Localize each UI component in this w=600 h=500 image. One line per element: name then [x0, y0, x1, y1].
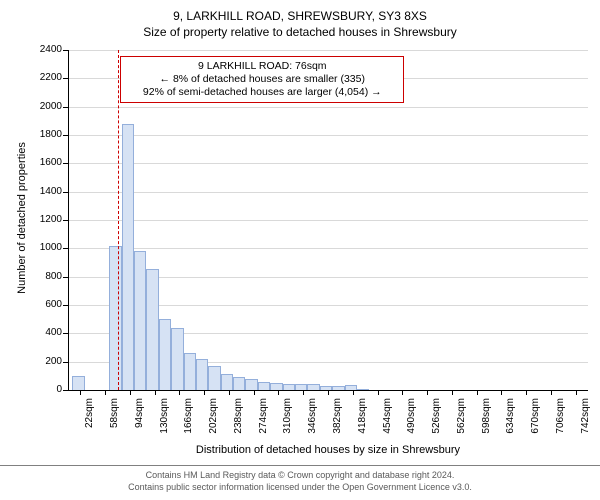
histogram-bar — [171, 328, 183, 390]
gridline — [68, 135, 588, 136]
x-tick-label: 562sqm — [456, 398, 467, 448]
x-tick-label: 634sqm — [505, 398, 516, 448]
x-tick-label: 598sqm — [481, 398, 492, 448]
x-tick — [353, 390, 354, 395]
attribution-line-1: Contains HM Land Registry data © Crown c… — [0, 470, 600, 482]
histogram-bar — [221, 374, 233, 390]
x-tick-label: 346sqm — [307, 398, 318, 448]
x-tick — [452, 390, 453, 395]
y-tick-label: 2200 — [26, 72, 62, 83]
y-tick-label: 1400 — [26, 186, 62, 197]
annotation-box: 9 LARKHILL ROAD: 76sqm← 8% of detached h… — [120, 56, 404, 103]
gridline — [68, 50, 588, 51]
plot-area: 9 LARKHILL ROAD: 76sqm← 8% of detached h… — [68, 50, 588, 390]
gridline — [68, 107, 588, 108]
annotation-line-1: 9 LARKHILL ROAD: 76sqm — [127, 60, 397, 73]
x-tick-label: 310sqm — [282, 398, 293, 448]
x-tick-label: 274sqm — [258, 398, 269, 448]
y-tick-label: 1200 — [26, 214, 62, 225]
chart-frame: 9, LARKHILL ROAD, SHREWSBURY, SY3 8XS Si… — [0, 0, 600, 500]
y-tick-label: 2000 — [26, 101, 62, 112]
annotation-line-3: 92% of semi-detached houses are larger (… — [127, 86, 397, 99]
attribution-block: Contains HM Land Registry data © Crown c… — [0, 465, 600, 493]
histogram-bar — [159, 319, 171, 390]
x-tick — [254, 390, 255, 395]
x-tick — [130, 390, 131, 395]
y-tick-label: 1000 — [26, 242, 62, 253]
gridline — [68, 192, 588, 193]
attribution-line-2: Contains public sector information licen… — [0, 482, 600, 494]
x-tick — [179, 390, 180, 395]
title-line-1: 9, LARKHILL ROAD, SHREWSBURY, SY3 8XS — [0, 8, 600, 24]
x-tick-label: 94sqm — [134, 398, 145, 448]
y-tick-label: 200 — [26, 356, 62, 367]
y-axis-line — [68, 50, 69, 390]
x-tick — [402, 390, 403, 395]
x-tick-label: 742sqm — [580, 398, 591, 448]
x-tick-label: 526sqm — [431, 398, 442, 448]
x-tick-label: 670sqm — [530, 398, 541, 448]
histogram-bar — [146, 269, 158, 390]
y-tick-label: 2400 — [26, 44, 62, 55]
histogram-bar — [233, 377, 245, 390]
y-tick-label: 800 — [26, 271, 62, 282]
x-tick — [204, 390, 205, 395]
y-tick-label: 1800 — [26, 129, 62, 140]
y-tick-label: 0 — [26, 384, 62, 395]
chart-title-block: 9, LARKHILL ROAD, SHREWSBURY, SY3 8XS Si… — [0, 0, 600, 40]
histogram-bar — [270, 383, 282, 390]
y-tick-label: 400 — [26, 327, 62, 338]
x-tick-label: 58sqm — [109, 398, 120, 448]
x-tick — [501, 390, 502, 395]
x-tick — [378, 390, 379, 395]
x-tick-label: 202sqm — [208, 398, 219, 448]
histogram-bar — [109, 246, 121, 390]
x-tick — [155, 390, 156, 395]
histogram-bar — [134, 251, 146, 390]
x-tick-label: 382sqm — [332, 398, 343, 448]
x-tick — [526, 390, 527, 395]
x-tick-label: 418sqm — [357, 398, 368, 448]
x-tick — [551, 390, 552, 395]
x-tick-label: 706sqm — [555, 398, 566, 448]
x-tick — [229, 390, 230, 395]
histogram-bar — [208, 366, 220, 390]
x-tick-label: 238sqm — [233, 398, 244, 448]
title-line-2: Size of property relative to detached ho… — [0, 24, 600, 40]
gridline — [68, 248, 588, 249]
histogram-bar — [196, 359, 208, 390]
histogram-bar — [245, 379, 257, 390]
x-tick — [278, 390, 279, 395]
x-tick-label: 490sqm — [406, 398, 417, 448]
x-tick — [80, 390, 81, 395]
gridline — [68, 163, 588, 164]
x-tick — [328, 390, 329, 395]
x-tick — [576, 390, 577, 395]
x-tick — [477, 390, 478, 395]
y-tick-label: 1600 — [26, 157, 62, 168]
histogram-bar — [184, 353, 196, 390]
annotation-line-2: ← 8% of detached houses are smaller (335… — [127, 73, 397, 86]
x-tick-label: 22sqm — [84, 398, 95, 448]
reference-line — [118, 50, 119, 390]
x-tick-label: 454sqm — [382, 398, 393, 448]
y-tick-label: 600 — [26, 299, 62, 310]
histogram-bar — [258, 382, 270, 391]
histogram-bar — [122, 124, 134, 390]
x-tick-label: 130sqm — [159, 398, 170, 448]
gridline — [68, 220, 588, 221]
x-tick — [105, 390, 106, 395]
x-tick-label: 166sqm — [183, 398, 194, 448]
x-tick — [303, 390, 304, 395]
x-tick — [427, 390, 428, 395]
histogram-bar — [72, 376, 84, 390]
